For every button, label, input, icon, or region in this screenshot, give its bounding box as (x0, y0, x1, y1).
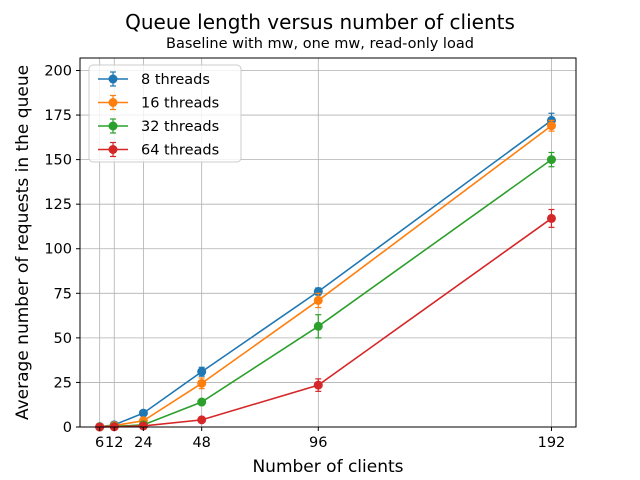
data-point (197, 378, 207, 388)
legend-marker (108, 98, 118, 107)
x-tick-label: 12 (105, 435, 123, 451)
data-point (197, 367, 207, 377)
y-tick-label: 100 (44, 242, 72, 258)
y-tick-label: 150 (44, 153, 72, 169)
y-tick-label: 125 (44, 197, 72, 213)
x-tick-label: 192 (538, 435, 566, 451)
data-point (546, 121, 556, 131)
data-point (313, 295, 323, 305)
chart-title: Queue length versus number of clients (125, 10, 515, 34)
data-point (138, 408, 148, 418)
plot-frame (79, 57, 577, 428)
y-tick-label: 25 (54, 375, 72, 391)
data-point (313, 321, 323, 331)
legend-entry: 8 threads (98, 71, 210, 88)
legend: 8 threads 16 threads 32 threads 64 threads (88, 64, 242, 163)
legend-label: 16 threads (141, 96, 219, 112)
data-point (546, 213, 556, 223)
legend-label: 32 threads (141, 119, 219, 135)
legend-marker (108, 145, 118, 154)
legend-entry: 32 threads (98, 118, 219, 135)
legend-marker (108, 121, 118, 131)
y-tick-label: 175 (44, 108, 72, 124)
legend-entry: 16 threads (98, 94, 219, 112)
legend-frame (88, 64, 242, 163)
y-tick-label: 50 (54, 331, 72, 347)
data-point (138, 421, 148, 431)
data-point (546, 155, 556, 165)
data-point (313, 380, 323, 390)
x-axis-label: Number of clients (252, 457, 403, 477)
x-tick-label: 6 (95, 435, 104, 451)
x-tick-label: 24 (134, 435, 152, 451)
legend-entry: 64 threads (98, 141, 219, 159)
y-tick-label: 200 (44, 63, 72, 79)
y-axis-label: Average number of requests in the queue (13, 65, 33, 420)
y-tick-label: 75 (54, 286, 72, 302)
data-point (197, 415, 207, 425)
x-tick-label: 96 (309, 435, 327, 451)
legend-label: 64 threads (141, 143, 219, 159)
data-point (197, 397, 207, 407)
chart-subtitle: Baseline with mw, one mw, read-only load (166, 36, 474, 52)
legend-label: 8 threads (141, 72, 210, 88)
y-tick-label: 0 (63, 420, 72, 436)
ticks: 6 12 24 48 96 192 0 25 50 75 100 125 150 175 200 (44, 63, 565, 451)
x-tick-label: 48 (192, 435, 210, 451)
legend-marker (108, 74, 118, 84)
